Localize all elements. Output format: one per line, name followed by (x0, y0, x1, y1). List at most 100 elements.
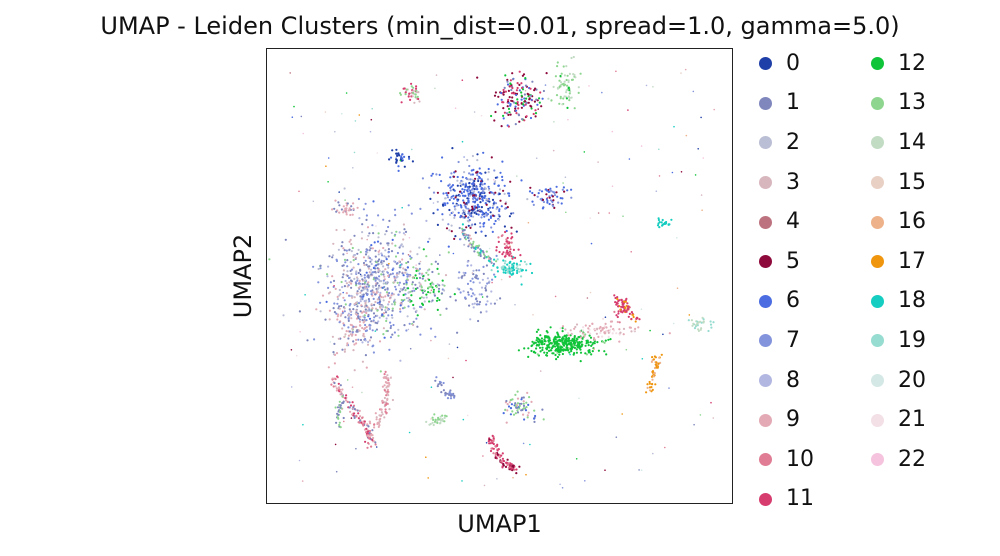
data-point (342, 269, 345, 272)
data-point (482, 190, 485, 193)
data-point (537, 328, 540, 331)
data-point (336, 416, 340, 419)
data-point (451, 147, 454, 150)
data-point (477, 191, 480, 194)
data-point (500, 205, 503, 208)
data-point (474, 177, 477, 180)
data-point (512, 266, 515, 269)
data-point (420, 306, 423, 309)
legend-label-10: 10 (786, 446, 814, 472)
data-point (562, 186, 565, 189)
data-point (461, 140, 464, 143)
data-point (441, 283, 444, 286)
data-point (356, 279, 359, 282)
legend-marker-8 (759, 374, 772, 388)
chart-title: UMAP - Leiden Clusters (min_dist=0.01, s… (100, 12, 900, 40)
data-point (372, 319, 375, 322)
data-point (334, 443, 337, 446)
data-point (562, 349, 565, 352)
data-point (380, 295, 383, 299)
data-point (544, 188, 548, 191)
data-point (361, 416, 364, 419)
data-point (419, 333, 422, 336)
data-point (342, 211, 345, 214)
data-point (570, 56, 573, 60)
data-point (379, 291, 382, 294)
data-point (616, 320, 619, 324)
data-point (481, 199, 484, 202)
data-point (312, 265, 315, 268)
data-point (446, 196, 450, 199)
data-point (325, 165, 327, 167)
data-point (469, 178, 472, 181)
data-point (535, 98, 538, 101)
data-point (518, 465, 521, 468)
data-point (339, 411, 342, 414)
data-point (345, 92, 348, 94)
data-point (652, 86, 654, 88)
data-point (363, 276, 366, 279)
data-point (483, 215, 486, 218)
data-point (427, 240, 430, 243)
data-point (369, 290, 372, 293)
data-point (398, 246, 401, 249)
data-point (531, 200, 534, 203)
data-point (511, 257, 514, 260)
data-point (495, 260, 498, 263)
data-point (536, 103, 539, 106)
data-point (671, 171, 674, 174)
data-point (364, 279, 367, 282)
data-point (365, 329, 368, 332)
data-point (382, 282, 385, 285)
data-point (510, 212, 513, 215)
data-point (463, 210, 466, 213)
data-point (376, 421, 379, 424)
data-point (607, 335, 610, 338)
legend-label-5: 5 (786, 248, 800, 274)
data-point (552, 199, 555, 202)
data-point (587, 344, 590, 347)
data-point (472, 197, 475, 200)
data-point (488, 191, 491, 194)
data-point (482, 211, 485, 214)
data-point (450, 230, 453, 233)
data-point (357, 286, 360, 289)
data-point (484, 284, 487, 288)
data-point (496, 266, 499, 269)
data-point (418, 246, 421, 249)
data-point (331, 256, 334, 259)
data-point (388, 408, 391, 411)
data-point (469, 189, 472, 192)
data-point (507, 125, 510, 128)
data-point (692, 90, 695, 93)
data-point (548, 339, 552, 342)
legend-item-14: 14 (867, 123, 926, 163)
data-point (627, 109, 629, 111)
data-point (366, 423, 369, 426)
data-point (657, 218, 660, 222)
data-point (484, 171, 487, 174)
data-point (435, 285, 438, 288)
data-point (495, 249, 498, 252)
data-point (648, 382, 651, 385)
data-point (479, 225, 482, 228)
data-point (628, 312, 631, 315)
legend-label-2: 2 (786, 129, 800, 155)
data-point (490, 114, 493, 118)
data-point (372, 200, 375, 203)
data-point (482, 455, 484, 457)
data-point (438, 284, 441, 287)
data-point (577, 336, 580, 339)
data-point (387, 251, 390, 254)
data-point (401, 252, 405, 255)
data-point (497, 240, 500, 243)
data-point (469, 191, 472, 194)
data-point (496, 443, 499, 446)
data-point (367, 274, 370, 277)
data-point (468, 185, 471, 188)
data-point (362, 261, 366, 265)
data-point (377, 250, 380, 253)
data-point (556, 61, 559, 64)
data-point (505, 267, 509, 270)
data-point (458, 190, 462, 193)
